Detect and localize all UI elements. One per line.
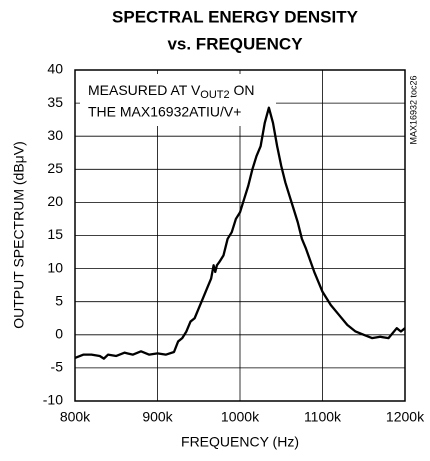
x-tick-label: 900k	[142, 409, 173, 425]
chart-title: SPECTRAL ENERGY DENSITY	[112, 7, 359, 26]
y-tick-label: 15	[47, 226, 63, 242]
annotation-box	[80, 74, 276, 126]
y-tick-label: 20	[47, 193, 63, 209]
y-tick-label: 10	[47, 259, 63, 275]
x-axis-label: FREQUENCY (Hz)	[181, 434, 299, 450]
annotation-text: ON	[230, 82, 255, 98]
side-note: MAX16932 toc26	[408, 75, 418, 144]
plot-frame	[74, 69, 406, 402]
data-line	[74, 106, 406, 360]
y-axis-label: OUTPUT SPECTRUM (dBμV)	[11, 141, 27, 329]
x-tick-label: 800k	[60, 409, 91, 425]
y-tick-label: 40	[47, 61, 63, 77]
y-tick-label: 25	[47, 160, 63, 176]
y-tick-label: 30	[47, 127, 63, 143]
y-tick-label: -10	[43, 392, 63, 408]
y-tick-label: 0	[55, 326, 63, 342]
x-tick-label: 1000k	[221, 409, 260, 425]
annotation: MEASURED AT VOUT2 ON	[88, 82, 255, 101]
y-tick-label: -5	[51, 359, 64, 375]
y-tick-label: 35	[47, 94, 63, 110]
chart-subtitle: vs. FREQUENCY	[167, 34, 303, 53]
x-tick-label: 1100k	[304, 409, 342, 425]
y-tick-label: 5	[55, 292, 63, 308]
annotation-subscript: OUT2	[200, 89, 229, 101]
x-tick-label: 1200k	[386, 409, 425, 425]
annotation: THE MAX16932ATIU/V+	[88, 104, 241, 120]
annotation-text: MEASURED AT V	[88, 82, 201, 98]
